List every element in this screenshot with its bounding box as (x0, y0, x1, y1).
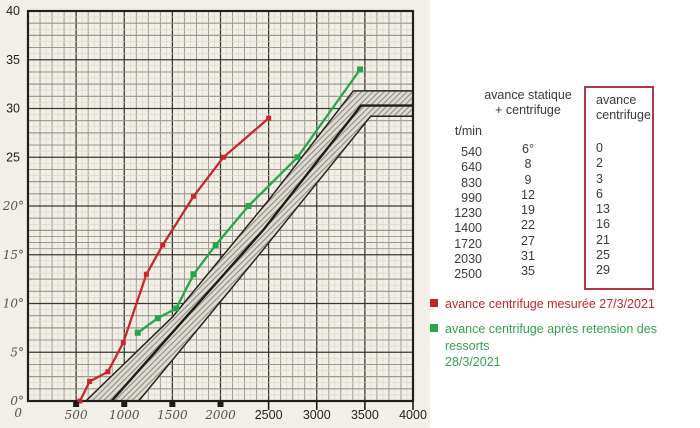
x-tick-label: 500 (65, 408, 88, 422)
chart-canvas: 500 1000 1500 2000 2500 3000 3500 4000 0° 5° 10° 15… (1, 4, 427, 422)
x-tick-label: 2000 (204, 408, 236, 422)
table-cell-rpm: 2500 (454, 267, 482, 282)
ignition-advance-chart: 500 1000 1500 2000 2500 3000 3500 4000 0° 5° 10° 15… (0, 0, 430, 428)
table-cell-rpm: 2030 (454, 252, 482, 267)
rpm-column: t/min 540 640 830 990 1230 1400 1720 2030 2500 (436, 86, 482, 283)
grid (27, 10, 414, 402)
table-cell-static: 22 (521, 218, 535, 233)
y-axis-ticks: 0° 5° 10° 15° 20° 25 30 35 40 0 (2, 4, 24, 420)
table-cell-static: 12 (521, 187, 535, 202)
red-square-marker-icon (430, 299, 438, 307)
table-cell-rpm: 1230 (454, 206, 482, 221)
centrifuge-column-box: avance centrifuge 0 2 3 6 13 16 21 25 29 (584, 86, 654, 290)
legend-green-label: avance centrifuge après retension des re… (445, 322, 657, 369)
y-tick-label: 20° (2, 199, 24, 213)
legend-item-green: avance centrifuge après retension des re… (430, 321, 698, 370)
table-cell-centrifuge: 21 (596, 232, 610, 247)
x-tick-label: 1500 (157, 408, 188, 422)
origin-label: 0 (14, 406, 22, 420)
table-cell-centrifuge: 25 (596, 248, 610, 263)
rpm-header: t/min (454, 124, 482, 138)
chart-legend: avance centrifuge mesurée 27/3/2021 avan… (430, 296, 698, 379)
table-cell-static: 35 (521, 264, 535, 279)
table-cell-static: 27 (521, 233, 535, 248)
x-tick-label: 4000 (399, 408, 427, 422)
table-cell-rpm: 1720 (454, 236, 482, 251)
x-tick-label: 1000 (109, 408, 140, 422)
y-tick-label: 10° (3, 297, 24, 311)
x-axis-ticks: 500 1000 1500 2000 2500 3000 3500 4000 (65, 401, 427, 422)
x-tick-label: 3500 (351, 408, 379, 422)
y-tick-label: 15° (3, 248, 24, 262)
rpm-values: 540 640 830 990 1230 1400 1720 2030 2500 (436, 145, 482, 283)
static-advance-column: avance statique + centrifuge 6° 8 9 12 19 22 2… (482, 86, 574, 280)
y-tick-label: 5° (10, 345, 24, 359)
advance-table: t/min 540 640 830 990 1230 1400 1720 2030 2500 a… (436, 86, 654, 290)
y-tick-label: 30 (6, 102, 20, 116)
table-cell-static: 8 (524, 157, 532, 172)
static-advance-values: 6° 8 9 12 19 22 27 31 35 (482, 142, 574, 280)
series-green (134, 66, 364, 336)
table-cell-static: 31 (521, 249, 535, 264)
table-cell-centrifuge: 2 (596, 156, 603, 171)
centrifuge-values: 0 2 3 6 13 16 21 25 29 (596, 141, 652, 279)
data-panel: t/min 540 640 830 990 1230 1400 1720 2030 2500 a… (430, 0, 700, 428)
table-cell-centrifuge: 6 (596, 186, 603, 201)
table-cell-rpm: 1400 (454, 221, 482, 236)
table-cell-centrifuge: 29 (596, 263, 610, 278)
y-tick-label: 0° (10, 394, 24, 408)
y-tick-label: 35 (6, 53, 20, 67)
table-cell-centrifuge: 0 (596, 141, 603, 155)
x-tick-label: 3000 (303, 408, 331, 422)
table-cell-rpm: 640 (461, 160, 482, 175)
table-cell-rpm: 830 (461, 175, 482, 190)
y-tick-label: 40 (6, 4, 20, 18)
centrifuge-header: avance centrifuge (596, 93, 651, 122)
table-cell-rpm: 990 (461, 190, 482, 205)
table-cell-static: 19 (521, 203, 535, 218)
table-cell-centrifuge: 3 (596, 171, 603, 186)
table-cell-static: 6° (522, 142, 534, 156)
table-cell-static: 9 (524, 172, 532, 187)
plot-border (26, 9, 415, 403)
y-tick-label: 25 (6, 150, 20, 164)
legend-item-red: avance centrifuge mesurée 27/3/2021 (430, 296, 698, 312)
x-tick-label: 2500 (255, 408, 283, 422)
table-cell-rpm: 540 (461, 145, 482, 159)
table-cell-centrifuge: 16 (596, 217, 610, 232)
legend-red-label: avance centrifuge mesurée 27/3/2021 (445, 297, 655, 311)
static-advance-header: avance statique + centrifuge (484, 88, 572, 117)
series-red (77, 115, 272, 404)
green-square-marker-icon (430, 324, 438, 333)
table-cell-centrifuge: 13 (596, 202, 610, 217)
